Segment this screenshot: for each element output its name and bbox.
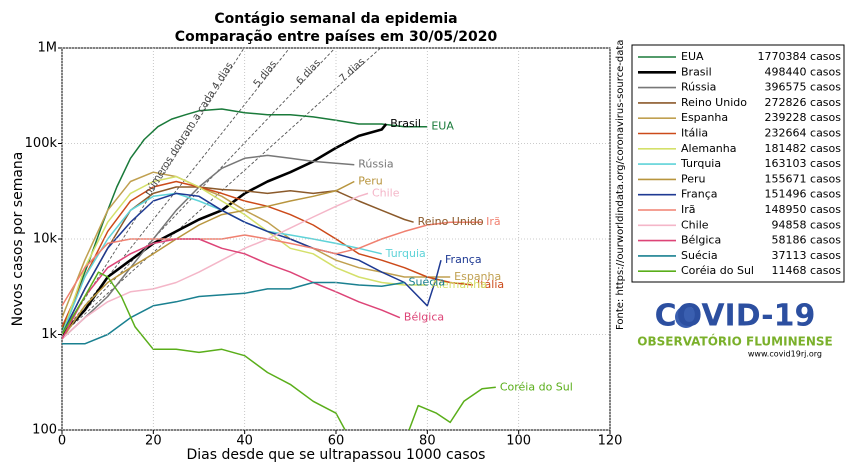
line-end-label: Peru	[358, 175, 383, 188]
series-line	[62, 154, 355, 340]
y-tick-label: 100	[32, 423, 57, 438]
logo-virus	[675, 306, 697, 328]
legend-label: Chile	[681, 218, 709, 231]
legend-total: 58186 casos	[772, 234, 842, 247]
legend-label: Irã	[681, 203, 696, 216]
series-line	[62, 271, 496, 430]
line-end-label: Suécia	[409, 276, 446, 289]
line-end-label: Itália	[477, 278, 504, 291]
logo-url: www.covid19rj.org	[748, 350, 822, 359]
line-end-label: EUA	[431, 120, 454, 133]
doubling-label: 5 dias	[252, 59, 279, 89]
legend-label: Bélgica	[681, 234, 721, 247]
legend-total: 1770384 casos	[758, 50, 842, 63]
legend-total: 155671 casos	[765, 172, 842, 185]
legend-total: 94858 casos	[772, 218, 842, 231]
y-tick-label: 1M	[38, 41, 58, 56]
y-tick-label: 10k	[33, 232, 58, 247]
chart-title: Contágio semanal da epidemia	[214, 11, 457, 27]
logo-title: COVID-19	[655, 299, 816, 334]
legend-total: 163103 casos	[765, 157, 842, 170]
doubling-line	[62, 48, 336, 335]
legend-label: Peru	[681, 172, 706, 185]
legend-label: Rússia	[681, 81, 716, 94]
series-line	[62, 192, 369, 340]
x-tick-label: 40	[236, 434, 253, 449]
legend-total: 239228 casos	[765, 111, 842, 124]
series-line	[62, 175, 428, 335]
legend-total: 37113 casos	[772, 249, 842, 262]
x-tick-label: 60	[328, 434, 345, 449]
legend-total: 181482 casos	[765, 142, 842, 155]
line-end-label: Irã	[486, 215, 501, 228]
line-end-label: Brasil	[390, 117, 421, 130]
line-end-label: Turquia	[385, 247, 426, 260]
legend-total: 151496 casos	[765, 188, 842, 201]
line-end-label: Bélgica	[404, 311, 444, 324]
line-end-label: Espanha	[454, 270, 501, 283]
legend-total: 148950 casos	[765, 203, 842, 216]
legend-total: 232664 casos	[765, 127, 842, 140]
series-line	[62, 171, 451, 318]
line-end-label: Coréia do Sul	[500, 380, 573, 393]
legend-label: Coréia do Sul	[681, 264, 754, 277]
series-line	[62, 180, 355, 340]
legend-label: Suécia	[681, 249, 718, 262]
y-tick-label: 1k	[41, 327, 57, 342]
legend-label: Reino Unido	[681, 96, 747, 109]
series-line	[62, 186, 414, 335]
source: Fonte: https://ourworldindata.org/corona…	[615, 40, 626, 330]
y-axis-label: Novos casos por semana	[10, 152, 26, 327]
x-tick-label: 100	[506, 434, 531, 449]
legend-total: 498440 casos	[765, 65, 842, 78]
chart-subtitle: Comparação entre países em 30/05/2020	[175, 29, 498, 45]
legend-label: Itália	[681, 127, 708, 140]
x-tick-label: 20	[145, 434, 162, 449]
legend-total: 396575 casos	[765, 81, 842, 94]
series-line	[62, 238, 401, 340]
x-tick-label: 0	[58, 434, 66, 449]
y-tick-label: 100k	[25, 136, 58, 151]
legend-total: 272826 casos	[765, 96, 842, 109]
x-tick-label: 120	[598, 434, 623, 449]
line-end-label: Rússia	[358, 158, 393, 171]
plot-area	[62, 48, 496, 430]
legend-label: Alemanha	[681, 142, 737, 155]
legend-label: França	[681, 188, 718, 201]
line-end-label: Alemanha	[431, 278, 487, 291]
legend-total: 11468 casos	[772, 264, 842, 277]
doubling-label: 7 dias	[338, 56, 368, 84]
line-end-label: Chile	[372, 186, 400, 199]
series-line	[62, 281, 405, 345]
legend-label: Turquia	[680, 157, 721, 170]
legend-label: Espanha	[681, 111, 728, 124]
legend-label: Brasil	[681, 65, 712, 78]
x-axis-label: Dias desde que se ultrapassou 1000 casos	[187, 447, 486, 463]
x-tick-label: 80	[419, 434, 436, 449]
series-line	[62, 123, 388, 336]
line-end-label: França	[445, 253, 482, 266]
doubling-label: 6 dias	[294, 58, 323, 87]
logo-subtitle: OBSERVATÓRIO FLUMINENSE	[637, 334, 832, 349]
legend-label: EUA	[681, 50, 704, 63]
line-end-label: Reino Unido	[418, 215, 484, 228]
